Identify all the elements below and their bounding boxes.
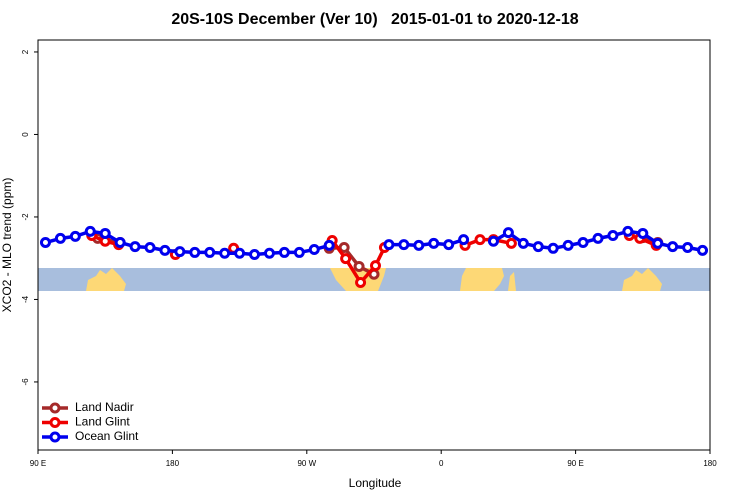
land-australia	[86, 268, 126, 291]
point	[159, 244, 171, 256]
chart-title: 20S-10S December (Ver 10) 2015-01-01 to …	[171, 11, 578, 28]
legend-marker	[49, 431, 61, 443]
point	[383, 239, 395, 251]
point	[458, 234, 470, 246]
legend-label: Land Nadir	[75, 400, 134, 414]
point	[234, 247, 246, 259]
point	[189, 246, 201, 258]
land-africa	[460, 268, 504, 291]
point	[204, 246, 216, 258]
point	[219, 247, 231, 259]
point	[39, 237, 51, 249]
x-tick-label: 180	[166, 459, 180, 468]
point	[99, 227, 111, 239]
point	[308, 244, 320, 256]
legend-marker	[49, 417, 61, 428]
point	[505, 237, 517, 249]
point	[278, 246, 290, 258]
y-tick-label: -4	[21, 295, 30, 303]
point	[517, 237, 529, 249]
point	[577, 237, 589, 249]
plot-frame	[37, 39, 711, 451]
point	[84, 225, 96, 237]
point	[532, 241, 544, 253]
y-axis-label: XCO2 - MLO trend (ppm)	[0, 178, 14, 313]
point	[369, 260, 381, 272]
point	[353, 260, 365, 272]
point	[249, 248, 261, 260]
point	[502, 227, 514, 239]
point	[474, 234, 486, 246]
point	[428, 237, 440, 249]
land-madagascar	[508, 272, 516, 291]
point	[144, 241, 156, 253]
y-tick-label: -2	[21, 213, 30, 221]
point	[682, 241, 694, 253]
series	[39, 225, 709, 260]
y-tick-label: 0	[21, 132, 30, 137]
x-tick-label: 90 E	[30, 459, 46, 468]
point	[652, 237, 664, 249]
y-tick-label: 2	[21, 49, 30, 54]
legend-label: Ocean Glint	[75, 429, 139, 443]
point	[413, 239, 425, 251]
legend-label: Land Glint	[75, 415, 130, 429]
point	[487, 235, 499, 247]
x-axis-label: Longitude	[349, 476, 402, 490]
point	[592, 232, 604, 244]
point	[114, 237, 126, 249]
legend-marker	[49, 402, 61, 414]
x-tick-label: 90 W	[297, 459, 316, 468]
land-australia-2	[622, 268, 662, 291]
point	[607, 230, 619, 242]
x-tick-label: 0	[439, 459, 444, 468]
point	[547, 242, 559, 254]
x-tick-label: 180	[703, 459, 717, 468]
point	[398, 239, 410, 251]
point	[443, 239, 455, 251]
point	[340, 253, 352, 265]
point	[637, 227, 649, 239]
point	[174, 246, 186, 258]
point	[697, 244, 709, 256]
x-tick-label: 90 E	[567, 459, 583, 468]
point	[54, 232, 66, 244]
point	[263, 247, 275, 259]
point	[129, 241, 141, 253]
point	[323, 239, 335, 251]
y-tick-label: -6	[21, 378, 30, 386]
point	[562, 239, 574, 251]
point	[667, 241, 679, 253]
point	[69, 230, 81, 242]
point	[355, 277, 367, 289]
point	[622, 225, 634, 237]
point	[338, 241, 350, 253]
point	[293, 246, 305, 258]
series-line	[45, 229, 703, 257]
